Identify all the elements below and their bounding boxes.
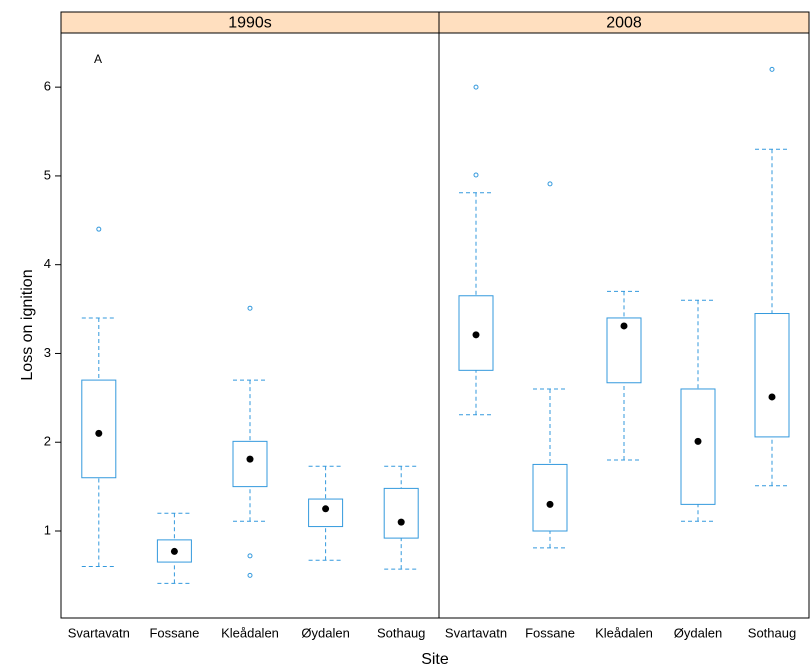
box bbox=[606, 317, 642, 384]
x-tick-label: Øydalen bbox=[674, 625, 722, 640]
y-tick-label: 3 bbox=[44, 345, 51, 360]
median bbox=[472, 331, 480, 339]
x-tick-label: Svartavatn bbox=[68, 625, 130, 640]
median bbox=[546, 500, 554, 508]
median bbox=[322, 505, 330, 513]
y-tick-label: 6 bbox=[44, 79, 51, 94]
box bbox=[680, 388, 716, 505]
panel bbox=[60, 32, 440, 619]
panel-title: 2008 bbox=[606, 15, 642, 32]
outlier bbox=[247, 305, 253, 311]
x-tick-label: Fossane bbox=[149, 625, 199, 640]
annotation: A bbox=[94, 52, 102, 66]
outlier bbox=[547, 181, 553, 187]
outlier bbox=[247, 572, 253, 578]
x-tick-label: Kleådalen bbox=[595, 625, 653, 640]
box bbox=[156, 539, 192, 563]
x-tick-label: Kleådalen bbox=[221, 625, 279, 640]
box bbox=[383, 487, 419, 539]
outlier bbox=[96, 226, 102, 232]
x-tick-label: Sothaug bbox=[748, 625, 796, 640]
median bbox=[694, 437, 702, 445]
median bbox=[620, 322, 628, 330]
box bbox=[232, 440, 268, 488]
median bbox=[246, 455, 254, 463]
y-axis-label: Loss on ignition bbox=[19, 269, 36, 380]
box bbox=[532, 463, 568, 532]
x-tick-label: Øydalen bbox=[301, 625, 349, 640]
x-tick-label: Sothaug bbox=[377, 625, 425, 640]
outlier bbox=[247, 553, 253, 559]
y-tick-label: 1 bbox=[44, 522, 51, 537]
box bbox=[308, 498, 344, 528]
box bbox=[81, 379, 117, 479]
outlier bbox=[473, 172, 479, 178]
y-tick-label: 2 bbox=[44, 434, 51, 449]
median bbox=[397, 518, 405, 526]
median bbox=[170, 547, 178, 555]
panel bbox=[438, 32, 810, 619]
x-axis-label: Site bbox=[421, 651, 449, 668]
x-tick-label: Svartavatn bbox=[445, 625, 507, 640]
panel-title: 1990s bbox=[228, 15, 272, 32]
median bbox=[95, 429, 103, 437]
median bbox=[768, 393, 776, 401]
box bbox=[458, 295, 494, 371]
y-tick-label: 4 bbox=[44, 256, 51, 271]
x-tick-label: Fossane bbox=[525, 625, 575, 640]
box bbox=[754, 313, 790, 438]
y-tick-label: 5 bbox=[44, 167, 51, 182]
outlier bbox=[473, 84, 479, 90]
outlier bbox=[769, 66, 775, 72]
